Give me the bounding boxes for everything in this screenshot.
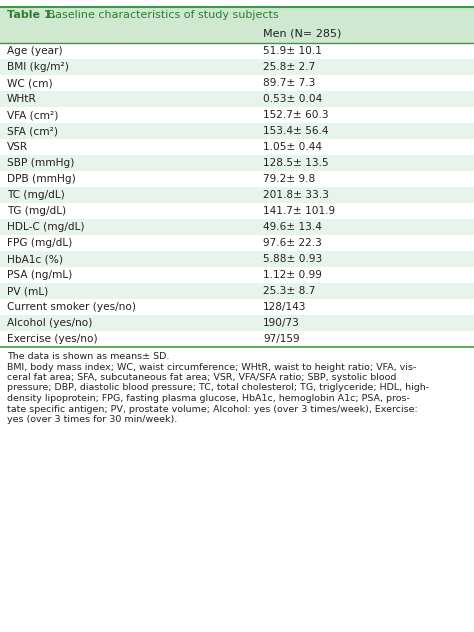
Bar [0,331,474,347]
Text: 25.8± 2.7: 25.8± 2.7 [263,62,315,72]
Bar [0,251,474,267]
Bar [0,123,474,139]
Text: 1.12± 0.99: 1.12± 0.99 [263,270,322,280]
Text: TC (mg/dL): TC (mg/dL) [7,190,65,200]
Text: 51.9± 10.1: 51.9± 10.1 [263,46,322,56]
Text: Age (year): Age (year) [7,46,63,56]
Bar [0,283,474,299]
Text: BMI, body mass index; WC, waist circumference; WHtR, waist to height ratio; VFA,: BMI, body mass index; WC, waist circumfe… [7,363,416,372]
Bar [0,171,474,187]
Text: 89.7± 7.3: 89.7± 7.3 [263,78,315,88]
Text: PSA (ng/mL): PSA (ng/mL) [7,270,72,280]
Text: 153.4± 56.4: 153.4± 56.4 [263,126,328,136]
Bar [0,203,474,219]
Text: Table 1.: Table 1. [7,10,56,20]
Text: Exercise (yes/no): Exercise (yes/no) [7,334,98,344]
Bar [0,219,474,235]
Bar [0,43,474,59]
Text: BMI (kg/m²): BMI (kg/m²) [7,62,69,72]
Text: pressure; DBP, diastolic blood pressure; TC, total cholesterol; TG, triglyceride: pressure; DBP, diastolic blood pressure;… [7,384,429,392]
Bar [0,155,474,171]
Text: WC (cm): WC (cm) [7,78,53,88]
Bar [0,267,474,283]
Text: The data is shown as means± SD.: The data is shown as means± SD. [7,352,169,361]
Text: VFA (cm²): VFA (cm²) [7,110,58,120]
Text: PV (mL): PV (mL) [7,286,48,296]
Bar [0,299,474,315]
Text: FPG (mg/dL): FPG (mg/dL) [7,238,72,248]
Text: 79.2± 9.8: 79.2± 9.8 [263,174,315,184]
Text: Baseline characteristics of study subjects: Baseline characteristics of study subjec… [44,10,279,20]
Bar [0,7,474,23]
Text: 152.7± 60.3: 152.7± 60.3 [263,110,328,120]
Bar [0,75,474,91]
Text: 141.7± 101.9: 141.7± 101.9 [263,206,335,216]
Bar [0,107,474,123]
Text: 201.8± 33.3: 201.8± 33.3 [263,190,329,200]
Bar [0,91,474,107]
Text: 97/159: 97/159 [263,334,300,344]
Text: ceral fat area; SFA, subcutaneous fat area; VSR, VFA/SFA ratio; SBP, systolic bl: ceral fat area; SFA, subcutaneous fat ar… [7,373,396,382]
Text: DPB (mmHg): DPB (mmHg) [7,174,76,184]
Text: 5.88± 0.93: 5.88± 0.93 [263,254,322,264]
Bar [0,139,474,155]
Bar [0,59,474,75]
Text: 190/73: 190/73 [263,318,300,328]
Text: 128.5± 13.5: 128.5± 13.5 [263,158,328,168]
Text: tate specific antigen; PV, prostate volume; Alcohol: yes (over 3 times/week), Ex: tate specific antigen; PV, prostate volu… [7,404,418,413]
Text: 128/143: 128/143 [263,302,307,312]
Text: Alcohol (yes/no): Alcohol (yes/no) [7,318,92,328]
Text: 25.3± 8.7: 25.3± 8.7 [263,286,315,296]
Bar [0,187,474,203]
Text: TG (mg/dL): TG (mg/dL) [7,206,66,216]
Text: VSR: VSR [7,142,28,152]
Bar [0,23,474,43]
Text: 49.6± 13.4: 49.6± 13.4 [263,222,322,232]
Text: yes (over 3 times for 30 min/week).: yes (over 3 times for 30 min/week). [7,415,177,424]
Bar [0,235,474,251]
Text: SBP (mmHg): SBP (mmHg) [7,158,74,168]
Text: HbA1c (%): HbA1c (%) [7,254,63,264]
Text: Current smoker (yes/no): Current smoker (yes/no) [7,302,136,312]
Bar [0,315,474,331]
Text: Men (N= 285): Men (N= 285) [263,28,341,38]
Text: SFA (cm²): SFA (cm²) [7,126,58,136]
Text: HDL-C (mg/dL): HDL-C (mg/dL) [7,222,84,232]
Text: density lipoprotein; FPG, fasting plasma glucose, HbA1c, hemoglobin A1c; PSA, pr: density lipoprotein; FPG, fasting plasma… [7,394,410,403]
Text: 97.6± 22.3: 97.6± 22.3 [263,238,322,248]
Text: WHtR: WHtR [7,94,37,104]
Text: 0.53± 0.04: 0.53± 0.04 [263,94,322,104]
Text: 1.05± 0.44: 1.05± 0.44 [263,142,322,152]
